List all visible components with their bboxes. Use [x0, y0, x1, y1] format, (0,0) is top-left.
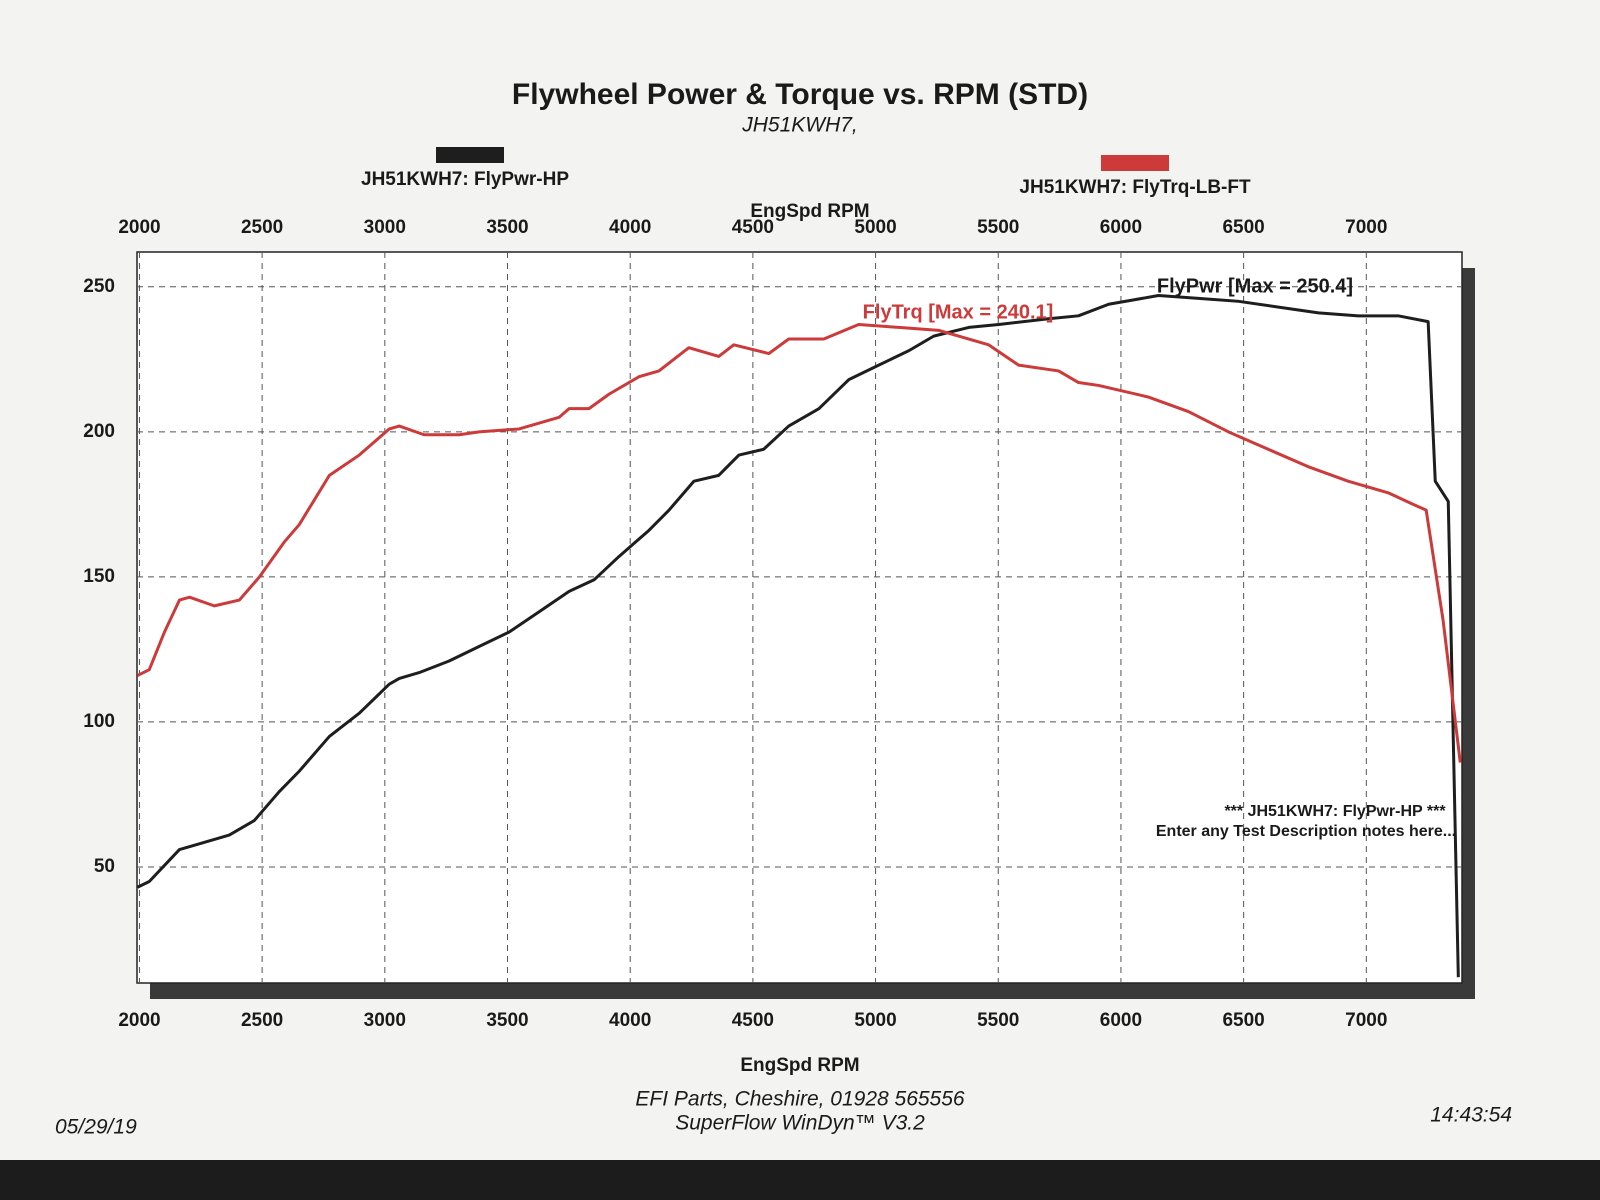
y-tick-label: 250 — [83, 276, 115, 297]
x-tick-label-top: 4500 — [732, 217, 774, 238]
x-tick-label: 3000 — [364, 1010, 406, 1031]
legend-swatch — [436, 147, 504, 163]
series-line — [136, 294, 1460, 978]
desk — [0, 1160, 1600, 1200]
x-tick-label-top: 2500 — [241, 217, 283, 238]
x-tick-label: 2000 — [118, 1010, 160, 1031]
x-axis-label-top: EngSpd RPM — [750, 201, 869, 222]
x-tick-label: 5000 — [854, 1010, 896, 1031]
chart-title: Flywheel Power & Torque vs. RPM (STD) — [512, 78, 1088, 111]
plot-area — [136, 251, 1463, 984]
annotation: FlyPwr [Max = 250.4] — [1157, 275, 1353, 297]
y-tick-label: 150 — [83, 566, 115, 587]
x-tick-label: 6000 — [1100, 1010, 1142, 1031]
legend-label: JH51KWH7: FlyPwr-HP — [361, 169, 569, 190]
footer-line: SuperFlow WinDyn™ V3.2 — [675, 1112, 925, 1135]
x-tick-label: 5500 — [977, 1010, 1019, 1031]
x-tick-label-top: 3000 — [364, 217, 406, 238]
legend-swatch — [1101, 155, 1169, 171]
annotation: Enter any Test Description notes here... — [1156, 823, 1456, 840]
y-tick-label: 200 — [83, 421, 115, 442]
legend-label: JH51KWH7: FlyTrq-LB-FT — [1019, 177, 1251, 198]
x-tick-label-top: 6000 — [1100, 217, 1142, 238]
x-tick-label-top: 5500 — [977, 217, 1019, 238]
x-tick-label: 2500 — [241, 1010, 283, 1031]
date: 05/29/19 — [55, 1116, 137, 1139]
annotation: FlyTrq [Max = 240.1] — [863, 301, 1054, 323]
footer-line: EFI Parts, Cheshire, 01928 565556 — [635, 1088, 965, 1111]
x-tick-label: 3500 — [486, 1010, 528, 1031]
y-tick-label: 50 — [94, 856, 115, 877]
x-tick-label-top: 3500 — [486, 217, 528, 238]
x-tick-label: 7000 — [1345, 1010, 1387, 1031]
annotation: *** JH51KWH7: FlyPwr-HP *** — [1224, 803, 1446, 820]
x-tick-label-top: 7000 — [1345, 217, 1387, 238]
x-tick-label-top: 6500 — [1222, 217, 1264, 238]
x-tick-label-top: 2000 — [118, 217, 160, 238]
y-tick-label: 100 — [83, 711, 115, 732]
chart-subtitle: JH51KWH7, — [741, 114, 858, 137]
x-tick-label: 6500 — [1222, 1010, 1264, 1031]
x-tick-label-top: 4000 — [609, 217, 651, 238]
x-axis-label: EngSpd RPM — [740, 1055, 859, 1076]
x-tick-label-top: 5000 — [854, 217, 896, 238]
time: 14:43:54 — [1430, 1104, 1512, 1127]
series-line — [136, 323, 1462, 763]
x-tick-label: 4500 — [732, 1010, 774, 1031]
x-tick-label: 4000 — [609, 1010, 651, 1031]
